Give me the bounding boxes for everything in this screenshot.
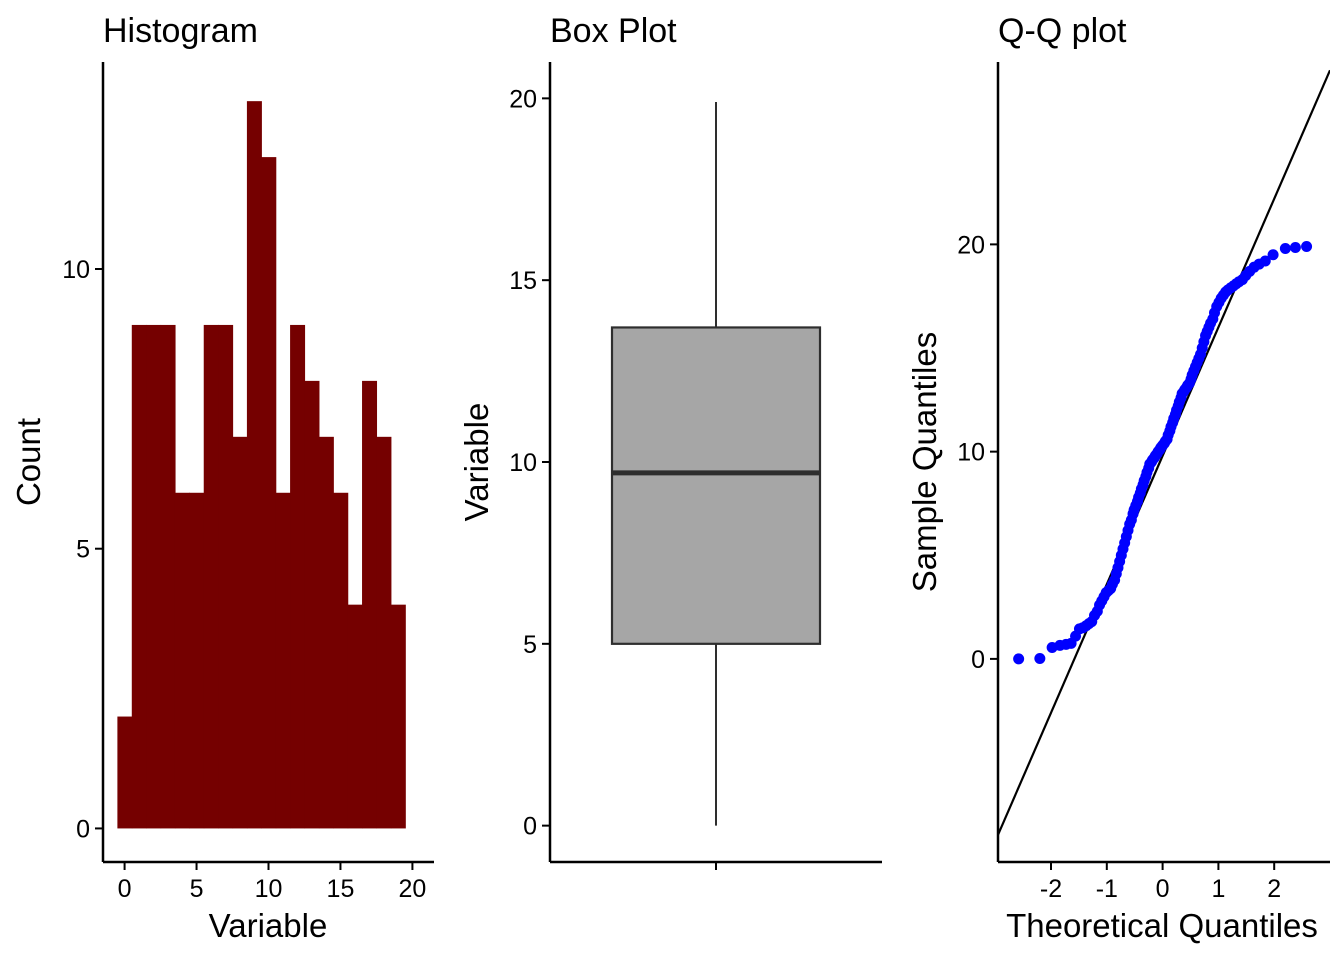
boxplot-panel: Box Plot 0 5 10 15 20 Variable xyxy=(458,12,882,870)
qqplot-point-1 xyxy=(1034,652,1046,664)
histogram-panel: Histogram 0 5 10 0 5 10 15 20 Variable Count xyxy=(10,12,434,944)
histogram-bar-1 xyxy=(131,324,147,829)
histogram-x-tick-label-2: 10 xyxy=(255,875,283,903)
qqplot-y-tick-label-2: 20 xyxy=(957,231,985,259)
histogram-bar-17 xyxy=(362,380,378,829)
histogram-bar-9 xyxy=(246,101,262,829)
histogram-bar-13 xyxy=(304,380,320,829)
qqplot-point-106 xyxy=(1289,241,1301,253)
qqplot-points xyxy=(1013,240,1313,665)
histogram-x-label: Variable xyxy=(209,907,328,944)
histogram-bar-7 xyxy=(218,324,234,829)
boxplot-marks xyxy=(610,102,822,826)
histogram-bar-2 xyxy=(146,324,162,829)
qqplot-y-label: Sample Quantiles xyxy=(906,332,943,592)
histogram-bar-16 xyxy=(347,604,363,829)
qqplot-y-tick-label-1: 10 xyxy=(957,439,985,467)
histogram-bar-12 xyxy=(290,324,306,829)
histogram-bar-18 xyxy=(376,436,392,829)
histogram-bar-10 xyxy=(261,157,277,829)
histogram-bar-11 xyxy=(275,492,291,829)
boxplot-y-tick-label-1: 5 xyxy=(523,631,537,659)
qqplot-x-label: Theoretical Quantiles xyxy=(1006,907,1318,944)
qqplot-point-107 xyxy=(1301,240,1313,252)
boxplot-y-ticks: 0 5 10 15 20 xyxy=(509,85,550,841)
boxplot-y-label: Variable xyxy=(458,403,495,522)
histogram-bars xyxy=(117,101,406,829)
histogram-y-label: Count xyxy=(10,418,47,506)
histogram-bar-6 xyxy=(203,324,219,829)
histogram-title: Histogram xyxy=(103,12,258,50)
histogram-y-tick-label-0: 0 xyxy=(76,815,90,843)
histogram-x-tick-label-1: 5 xyxy=(190,875,204,903)
histogram-bar-15 xyxy=(333,492,349,829)
histogram-x-tick-label-4: 20 xyxy=(399,875,427,903)
histogram-bar-19 xyxy=(390,604,406,829)
qqplot-point-104 xyxy=(1267,249,1279,261)
histogram-x-tick-label-0: 0 xyxy=(118,875,132,903)
qqplot-x-tick-label-1: -1 xyxy=(1096,875,1118,903)
histogram-x-ticks: 0 5 10 15 20 xyxy=(118,862,427,903)
qqplot-y-tick-label-0: 0 xyxy=(971,646,985,674)
histogram-y-tick-label-2: 10 xyxy=(62,256,90,284)
histogram-y-tick-label-1: 5 xyxy=(76,536,90,564)
boxplot-y-tick-label-2: 10 xyxy=(509,449,537,477)
qqplot-point-103 xyxy=(1259,255,1271,267)
qqplot-x-ticks: -2 -1 0 1 2 xyxy=(1040,862,1281,903)
histogram-bar-14 xyxy=(318,436,334,829)
qqplot-y-ticks: 0 10 20 xyxy=(957,231,998,674)
qqplot-x-tick-label-2: 0 xyxy=(1156,875,1170,903)
histogram-x-tick-label-3: 15 xyxy=(327,875,355,903)
boxplot-box xyxy=(610,326,822,645)
boxplot-y-tick-label-0: 0 xyxy=(523,813,537,841)
boxplot-y-tick-label-3: 15 xyxy=(509,267,537,295)
qqplot-x-tick-label-4: 2 xyxy=(1267,875,1281,903)
qqplot-panel: Q-Q plot 0 10 20 -2 -1 0 1 2 Theoretical Quant… xyxy=(906,12,1330,944)
histogram-bar-8 xyxy=(232,436,248,829)
histogram-y-ticks: 0 5 10 xyxy=(62,256,103,843)
histogram-bar-3 xyxy=(160,324,176,829)
histogram-bar-0 xyxy=(117,716,133,829)
qqplot-x-tick-label-3: 1 xyxy=(1211,875,1225,903)
histogram-bar-4 xyxy=(174,492,190,829)
histogram-bar-5 xyxy=(189,492,205,829)
boxplot-y-tick-label-4: 20 xyxy=(509,85,537,113)
boxplot-title: Box Plot xyxy=(550,12,677,50)
qqplot-x-tick-label-0: -2 xyxy=(1040,875,1062,903)
qqplot-point-0 xyxy=(1013,653,1025,665)
qqplot-title: Q-Q plot xyxy=(998,12,1127,50)
qqplot-point-105 xyxy=(1279,243,1291,255)
